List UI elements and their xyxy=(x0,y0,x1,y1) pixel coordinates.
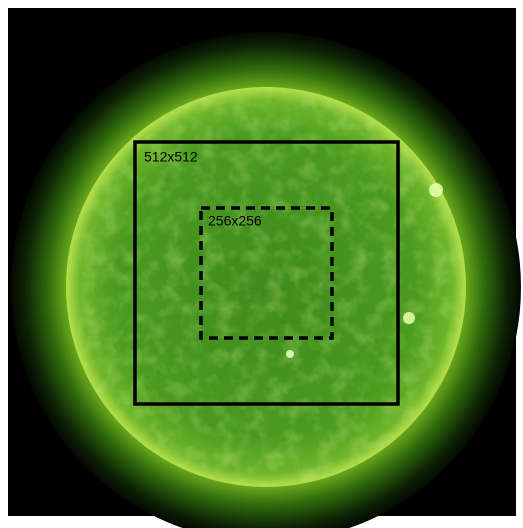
region-box-dashed xyxy=(199,206,334,340)
disk-texture xyxy=(68,89,464,485)
bright-region xyxy=(429,183,443,197)
region-box-solid xyxy=(133,140,400,406)
bright-region xyxy=(403,312,415,324)
region-label: 512x512 xyxy=(144,149,198,165)
bright-region xyxy=(286,350,294,358)
region-label: 256x256 xyxy=(208,213,262,229)
